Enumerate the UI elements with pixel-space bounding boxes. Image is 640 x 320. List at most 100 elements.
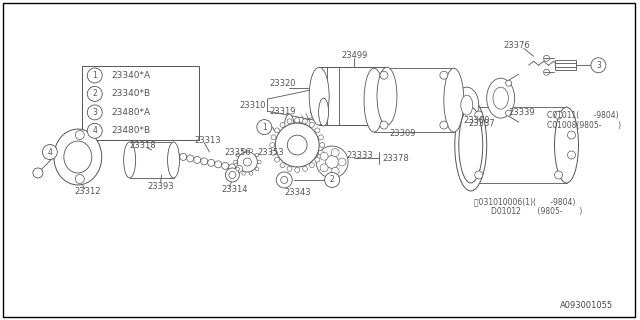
Text: 3: 3 xyxy=(92,108,97,117)
Text: 23353: 23353 xyxy=(257,148,284,156)
Text: C01008(9805-       ): C01008(9805- ) xyxy=(547,121,621,130)
Circle shape xyxy=(87,68,102,83)
Circle shape xyxy=(270,142,275,148)
Circle shape xyxy=(257,160,261,164)
Ellipse shape xyxy=(309,67,329,125)
Text: 23319: 23319 xyxy=(269,107,296,116)
Circle shape xyxy=(543,55,550,61)
Circle shape xyxy=(568,131,575,139)
Text: 23480*B: 23480*B xyxy=(112,126,151,135)
Circle shape xyxy=(194,156,201,164)
Circle shape xyxy=(87,86,102,101)
Text: A093001055: A093001055 xyxy=(560,300,613,310)
Ellipse shape xyxy=(377,67,397,125)
Circle shape xyxy=(303,166,307,171)
Circle shape xyxy=(280,122,285,127)
Circle shape xyxy=(316,146,348,178)
Circle shape xyxy=(173,152,180,159)
Circle shape xyxy=(319,142,324,148)
Circle shape xyxy=(236,167,239,171)
Ellipse shape xyxy=(486,78,515,118)
Circle shape xyxy=(338,158,346,166)
Text: 23312: 23312 xyxy=(75,188,101,196)
Circle shape xyxy=(315,157,320,162)
Text: 1: 1 xyxy=(262,123,267,132)
Text: 23318: 23318 xyxy=(130,140,156,149)
Text: 23300: 23300 xyxy=(464,116,490,124)
Circle shape xyxy=(257,120,272,135)
Circle shape xyxy=(324,172,340,188)
Text: 2: 2 xyxy=(330,175,335,184)
Text: 3: 3 xyxy=(596,61,601,70)
Circle shape xyxy=(221,162,228,169)
Text: 4: 4 xyxy=(92,126,97,135)
Circle shape xyxy=(229,172,236,179)
Circle shape xyxy=(255,153,259,157)
Circle shape xyxy=(201,158,208,165)
Circle shape xyxy=(475,171,483,179)
Circle shape xyxy=(249,172,253,175)
Bar xyxy=(319,67,387,125)
Text: 23393: 23393 xyxy=(148,182,174,191)
Text: 23333: 23333 xyxy=(346,150,373,159)
Ellipse shape xyxy=(319,98,328,126)
Circle shape xyxy=(249,149,253,152)
Text: 23309: 23309 xyxy=(389,129,415,138)
Circle shape xyxy=(237,152,257,172)
Circle shape xyxy=(280,163,285,168)
Text: 23313: 23313 xyxy=(195,136,221,145)
Circle shape xyxy=(271,135,276,140)
Ellipse shape xyxy=(459,107,483,183)
Circle shape xyxy=(242,172,246,175)
Circle shape xyxy=(295,167,300,172)
Text: 23310: 23310 xyxy=(239,101,266,110)
Circle shape xyxy=(506,110,511,116)
Text: C01011(      -9804): C01011( -9804) xyxy=(547,111,618,120)
Circle shape xyxy=(326,156,339,168)
Ellipse shape xyxy=(493,87,508,109)
Circle shape xyxy=(234,160,237,164)
Text: 23480*A: 23480*A xyxy=(112,108,151,117)
Circle shape xyxy=(33,168,43,178)
Text: 23339: 23339 xyxy=(509,108,535,116)
Text: 23376: 23376 xyxy=(504,41,531,50)
Bar xyxy=(82,66,200,140)
Circle shape xyxy=(287,166,292,171)
Text: 23320: 23320 xyxy=(269,79,296,88)
Circle shape xyxy=(315,128,320,133)
Text: 1: 1 xyxy=(92,71,97,80)
Text: 23314: 23314 xyxy=(221,185,248,195)
Ellipse shape xyxy=(554,107,579,183)
Text: 23378: 23378 xyxy=(382,154,409,163)
Circle shape xyxy=(591,58,606,73)
Circle shape xyxy=(275,123,319,167)
Circle shape xyxy=(42,145,58,159)
Circle shape xyxy=(228,164,236,171)
Circle shape xyxy=(180,153,187,160)
Circle shape xyxy=(214,161,221,168)
Circle shape xyxy=(320,164,328,172)
Circle shape xyxy=(331,148,339,156)
Circle shape xyxy=(319,135,323,140)
Circle shape xyxy=(295,118,300,123)
Circle shape xyxy=(440,121,448,129)
Text: ⓜ031010006(1)(      -9804): ⓜ031010006(1)( -9804) xyxy=(474,197,575,206)
Circle shape xyxy=(287,119,292,124)
Text: 23343: 23343 xyxy=(284,188,311,197)
Circle shape xyxy=(440,71,448,79)
Circle shape xyxy=(255,167,259,171)
Circle shape xyxy=(320,152,328,160)
Circle shape xyxy=(309,122,314,127)
Bar xyxy=(554,60,577,70)
Ellipse shape xyxy=(444,68,464,132)
Circle shape xyxy=(225,168,239,182)
Ellipse shape xyxy=(64,141,92,173)
Circle shape xyxy=(287,135,307,155)
Circle shape xyxy=(275,157,280,162)
Circle shape xyxy=(87,105,102,120)
Circle shape xyxy=(543,69,550,75)
Circle shape xyxy=(380,71,388,79)
Text: 23499: 23499 xyxy=(341,51,367,60)
Circle shape xyxy=(554,171,563,179)
Ellipse shape xyxy=(168,142,180,178)
